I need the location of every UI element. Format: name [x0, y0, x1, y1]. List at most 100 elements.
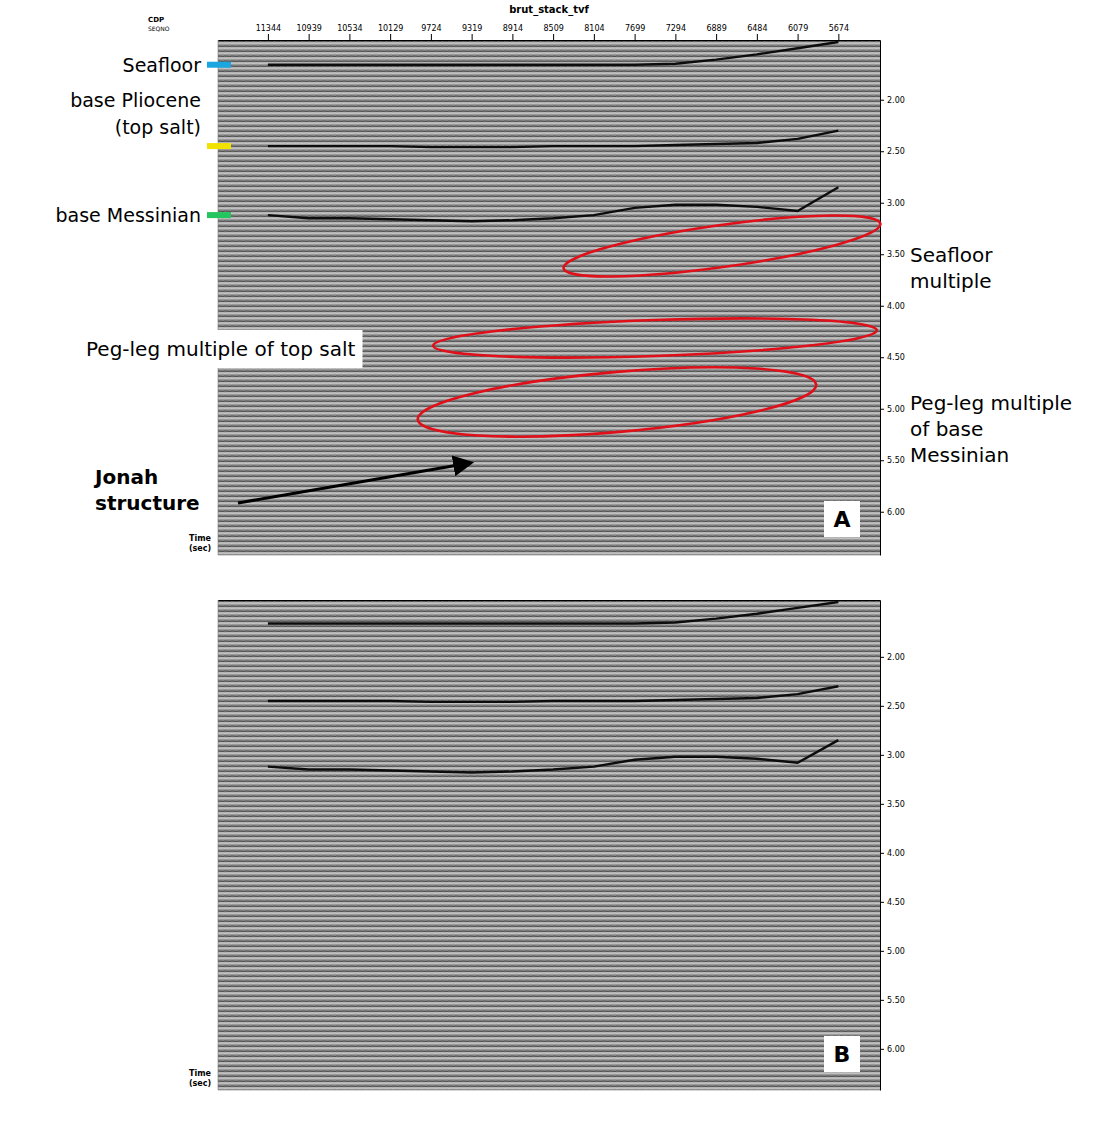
- x-axis-title: CDP: [148, 16, 164, 24]
- tick: 10939: [296, 24, 321, 40]
- tick-mark: [880, 306, 884, 307]
- horizon: [268, 42, 838, 65]
- tick: 4.50: [880, 898, 905, 907]
- seismic-background: [218, 600, 880, 1090]
- tick-mark: [838, 34, 839, 40]
- tick-label: 7294: [666, 24, 686, 33]
- tick: 10534: [337, 24, 362, 40]
- tick-mark: [553, 34, 554, 40]
- tick-label: 10129: [378, 24, 403, 33]
- tick-mark: [472, 34, 473, 40]
- frame-line: [218, 555, 880, 556]
- tick: 2.50: [880, 702, 905, 711]
- tick-mark: [675, 34, 676, 40]
- tick-label: 8104: [584, 24, 604, 33]
- multiple-ellipses: [415, 203, 883, 449]
- chart-title: brut_stack_tvf: [509, 4, 589, 16]
- tick-label: 6079: [788, 24, 808, 33]
- tick-mark: [716, 34, 717, 40]
- tick-mark: [512, 34, 513, 40]
- tick-label: 10534: [337, 24, 362, 33]
- tick: 9319: [462, 24, 482, 40]
- plot-area: [268, 42, 838, 221]
- tick-label: 3.50: [887, 250, 905, 259]
- tick-mark: [798, 34, 799, 40]
- tick: 6.00: [880, 1045, 905, 1054]
- tick-mark: [880, 512, 884, 513]
- annotation-text: Peg-leg multiple of top salt: [86, 337, 356, 361]
- annotation: Seafloormultiple: [910, 243, 993, 293]
- annotation: Jonahstructure: [93, 465, 200, 515]
- figure: 1134410939105341012997249319891485098104…: [0, 0, 1095, 1124]
- tick-label: 8509: [543, 24, 563, 33]
- tick-label: 6.00: [887, 508, 905, 517]
- tick-label: 3.00: [887, 199, 905, 208]
- tick-label: 2.00: [887, 653, 905, 662]
- tick-mark: [880, 706, 884, 707]
- x-axis: [219, 600, 881, 601]
- annotation-text: Seafloormultiple: [910, 243, 993, 293]
- plot-area: [268, 602, 838, 773]
- tick-label: 8914: [503, 24, 523, 33]
- horizon-label: Seafloor: [123, 54, 202, 76]
- tick-mark: [309, 34, 310, 40]
- tick-mark: [349, 34, 350, 40]
- panel-label: B: [824, 1036, 860, 1072]
- ellipse: [433, 312, 878, 363]
- panel: 2.002.503.003.504.004.505.005.506.00Time…: [189, 600, 905, 1091]
- tick: 4.00: [880, 849, 905, 858]
- tick: 11344: [256, 24, 281, 40]
- tick: 4.00: [880, 302, 905, 311]
- tick-mark: [757, 34, 758, 40]
- tick: 3.50: [880, 800, 905, 809]
- tick: 8104: [584, 24, 604, 40]
- tick-label: 7699: [625, 24, 645, 33]
- horizon-label: base Messinian: [56, 204, 202, 226]
- tick: 7699: [625, 24, 645, 40]
- tick-label: 2.50: [887, 702, 905, 711]
- tick: 2.00: [880, 96, 905, 105]
- tick-label: 5674: [829, 24, 849, 33]
- tick-label: 4.00: [887, 849, 905, 858]
- axis-line: [880, 601, 881, 1091]
- annotation-text: Jonahstructure: [93, 465, 200, 515]
- tick: 10129: [378, 24, 403, 40]
- horizon-label: base Pliocene(top salt): [70, 89, 201, 138]
- arrow: [238, 463, 470, 503]
- tick: 2.00: [880, 653, 905, 662]
- panel-label-text: B: [834, 1042, 851, 1067]
- tick-label: 2.00: [887, 96, 905, 105]
- tick-label: 5.50: [887, 996, 905, 1005]
- y-axis-title: Time(sec): [189, 534, 212, 553]
- axis-line: [219, 40, 881, 41]
- x-axis-subtitle: SEQNO: [148, 25, 170, 32]
- tick-label: 4.50: [887, 353, 905, 362]
- tick-label: 5.50: [887, 456, 905, 465]
- tick: 6.00: [880, 508, 905, 517]
- tick: 5674: [829, 24, 849, 40]
- panel-label-box: [824, 501, 860, 537]
- tick-mark: [880, 853, 884, 854]
- horizon: [268, 187, 838, 221]
- tick: 3.00: [880, 199, 905, 208]
- tick-label: 11344: [256, 24, 281, 33]
- y-axis: 2.002.503.003.504.004.505.005.506.00: [880, 41, 905, 556]
- tick-mark: [268, 34, 269, 40]
- tick-mark: [880, 151, 884, 152]
- tick-mark: [880, 951, 884, 952]
- tick-mark: [594, 34, 595, 40]
- tick-label: 10939: [296, 24, 321, 33]
- axis-line: [219, 600, 881, 601]
- seismic-background: [218, 40, 880, 555]
- horizon: [268, 602, 838, 624]
- horizon: [268, 131, 838, 147]
- x-axis: 1134410939105341012997249319891485098104…: [219, 24, 881, 41]
- tick-label: 3.50: [887, 800, 905, 809]
- tick: 5.50: [880, 456, 905, 465]
- tick-label: 2.50: [887, 147, 905, 156]
- tick-mark: [880, 203, 884, 204]
- tick: 6484: [747, 24, 767, 40]
- tick-mark: [880, 254, 884, 255]
- tick-label: 3.00: [887, 751, 905, 760]
- horizon: [268, 740, 838, 772]
